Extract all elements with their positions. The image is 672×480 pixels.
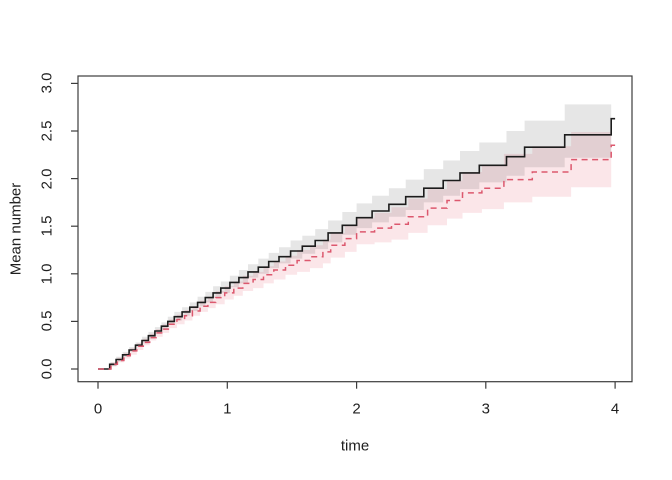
y-tick-label: 1.5 xyxy=(38,215,56,237)
x-tick-label: 3 xyxy=(481,400,490,418)
y-axis-title: Mean number xyxy=(7,182,25,276)
x-tick-label: 4 xyxy=(610,400,620,418)
confidence-band-mean-number-dashed xyxy=(98,132,612,369)
y-tick-label: 0.5 xyxy=(38,310,56,332)
x-tick-label: 1 xyxy=(223,400,232,418)
y-tick-label: 1.0 xyxy=(38,263,56,285)
x-tick-label: 0 xyxy=(93,400,103,418)
x-axis-title: time xyxy=(340,437,370,455)
y-tick-label: 0.0 xyxy=(38,358,56,380)
step-curve-mean-number-solid xyxy=(98,117,616,370)
x-tick-label: 2 xyxy=(352,400,361,418)
y-tick-label: 2.5 xyxy=(38,120,56,142)
y-tick-label: 3.0 xyxy=(38,72,56,94)
plot-box xyxy=(77,75,633,383)
y-tick-label: 2.0 xyxy=(38,168,56,190)
